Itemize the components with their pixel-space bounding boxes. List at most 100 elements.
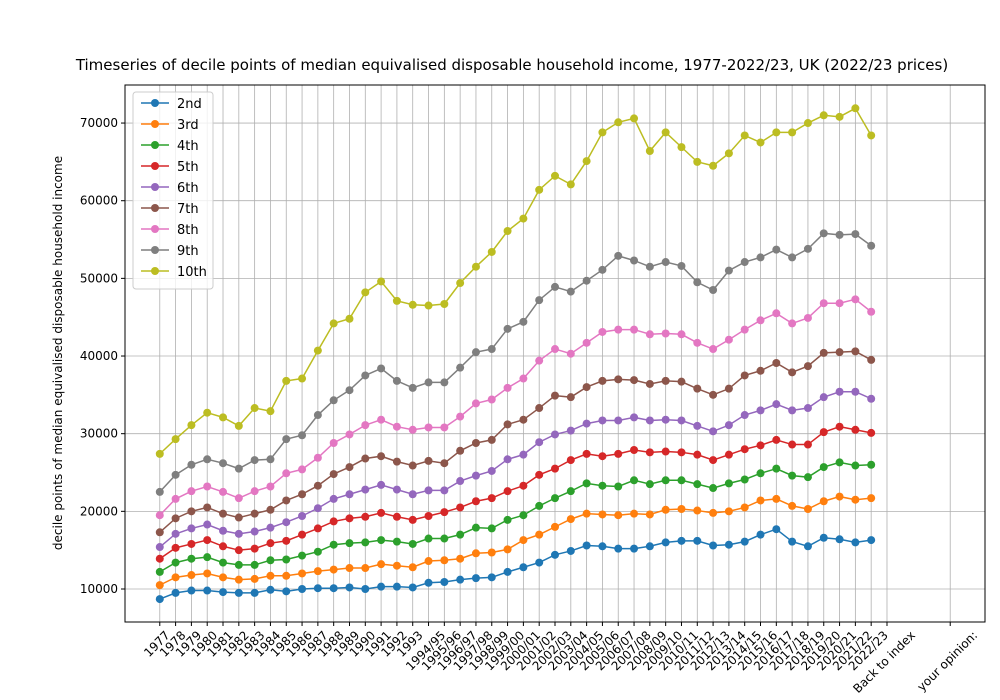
data-point (456, 477, 465, 486)
data-point (408, 383, 417, 392)
data-point (724, 266, 733, 275)
data-point (582, 338, 591, 347)
data-point (219, 526, 228, 535)
data-point (551, 464, 559, 473)
data-point (471, 348, 480, 357)
data-point (867, 355, 876, 364)
data-point (835, 422, 844, 431)
data-point (709, 456, 718, 465)
data-point (266, 407, 275, 416)
data-point (819, 497, 828, 506)
data-point (709, 541, 718, 550)
data-point (155, 511, 164, 520)
data-point (867, 394, 876, 403)
data-point (377, 582, 386, 591)
data-point (551, 171, 559, 180)
data-point (598, 510, 607, 519)
data-point (424, 557, 433, 566)
legend-label: 4th (177, 139, 199, 154)
data-point (819, 229, 828, 238)
data-point (392, 537, 401, 546)
data-point (219, 588, 228, 597)
data-point (282, 555, 291, 564)
data-point (487, 573, 496, 582)
data-point (471, 471, 480, 480)
data-point (566, 546, 575, 555)
data-point (709, 508, 718, 517)
data-point (361, 584, 370, 593)
data-point (819, 348, 828, 357)
data-point (756, 316, 765, 325)
data-point (155, 595, 164, 604)
data-point (234, 560, 243, 569)
data-point (661, 258, 670, 267)
data-point (329, 584, 338, 593)
data-point (677, 377, 686, 386)
data-point (566, 349, 575, 358)
data-point (187, 554, 196, 563)
data-point (582, 479, 591, 488)
data-point (645, 480, 654, 489)
data-point (519, 450, 528, 459)
y-tick-label: 20000 (80, 504, 118, 518)
data-point (266, 505, 275, 514)
data-point (835, 348, 844, 357)
data-point (851, 538, 860, 547)
data-point (329, 565, 338, 574)
data-point (203, 482, 212, 491)
data-point (582, 383, 591, 392)
data-point (693, 338, 702, 347)
data-point (551, 345, 559, 354)
data-point (503, 567, 512, 576)
data-point (456, 503, 465, 512)
data-point (614, 511, 623, 520)
data-point (234, 529, 243, 538)
legend-marker (151, 225, 159, 233)
data-point (155, 449, 164, 458)
data-point (740, 258, 749, 267)
data-point (203, 455, 212, 464)
data-point (440, 423, 449, 432)
data-point (819, 428, 828, 437)
data-point (329, 540, 338, 549)
data-point (471, 399, 480, 408)
data-point (408, 563, 417, 572)
data-point (377, 452, 386, 461)
data-point (361, 512, 370, 521)
series-line (159, 350, 872, 533)
data-point (345, 314, 354, 323)
data-point (203, 536, 212, 545)
data-point (693, 384, 702, 393)
data-point (724, 507, 733, 516)
legend-label: 7th (177, 202, 199, 217)
data-point (551, 282, 559, 291)
data-point (266, 571, 275, 580)
data-point (630, 544, 639, 553)
data-point (724, 540, 733, 549)
legend-label: 3rd (177, 118, 199, 133)
data-point (487, 345, 496, 354)
data-point (503, 515, 512, 524)
data-point (361, 454, 370, 463)
data-point (535, 501, 544, 510)
data-point (835, 492, 844, 501)
data-point (803, 473, 812, 482)
data-point (566, 393, 575, 402)
data-point (519, 415, 528, 424)
data-point (329, 470, 338, 479)
data-point (345, 539, 354, 548)
data-point (440, 508, 449, 517)
data-point (361, 538, 370, 547)
data-point (392, 376, 401, 385)
data-point (835, 230, 844, 239)
data-point (392, 512, 401, 521)
y-axis-label: decile points of median equivalised disp… (51, 156, 65, 550)
data-point (377, 277, 386, 286)
data-point (361, 421, 370, 430)
data-point (756, 406, 765, 415)
data-point (740, 131, 749, 140)
data-point (756, 366, 765, 375)
data-point (361, 371, 370, 380)
data-point (598, 327, 607, 336)
data-point (645, 542, 654, 551)
